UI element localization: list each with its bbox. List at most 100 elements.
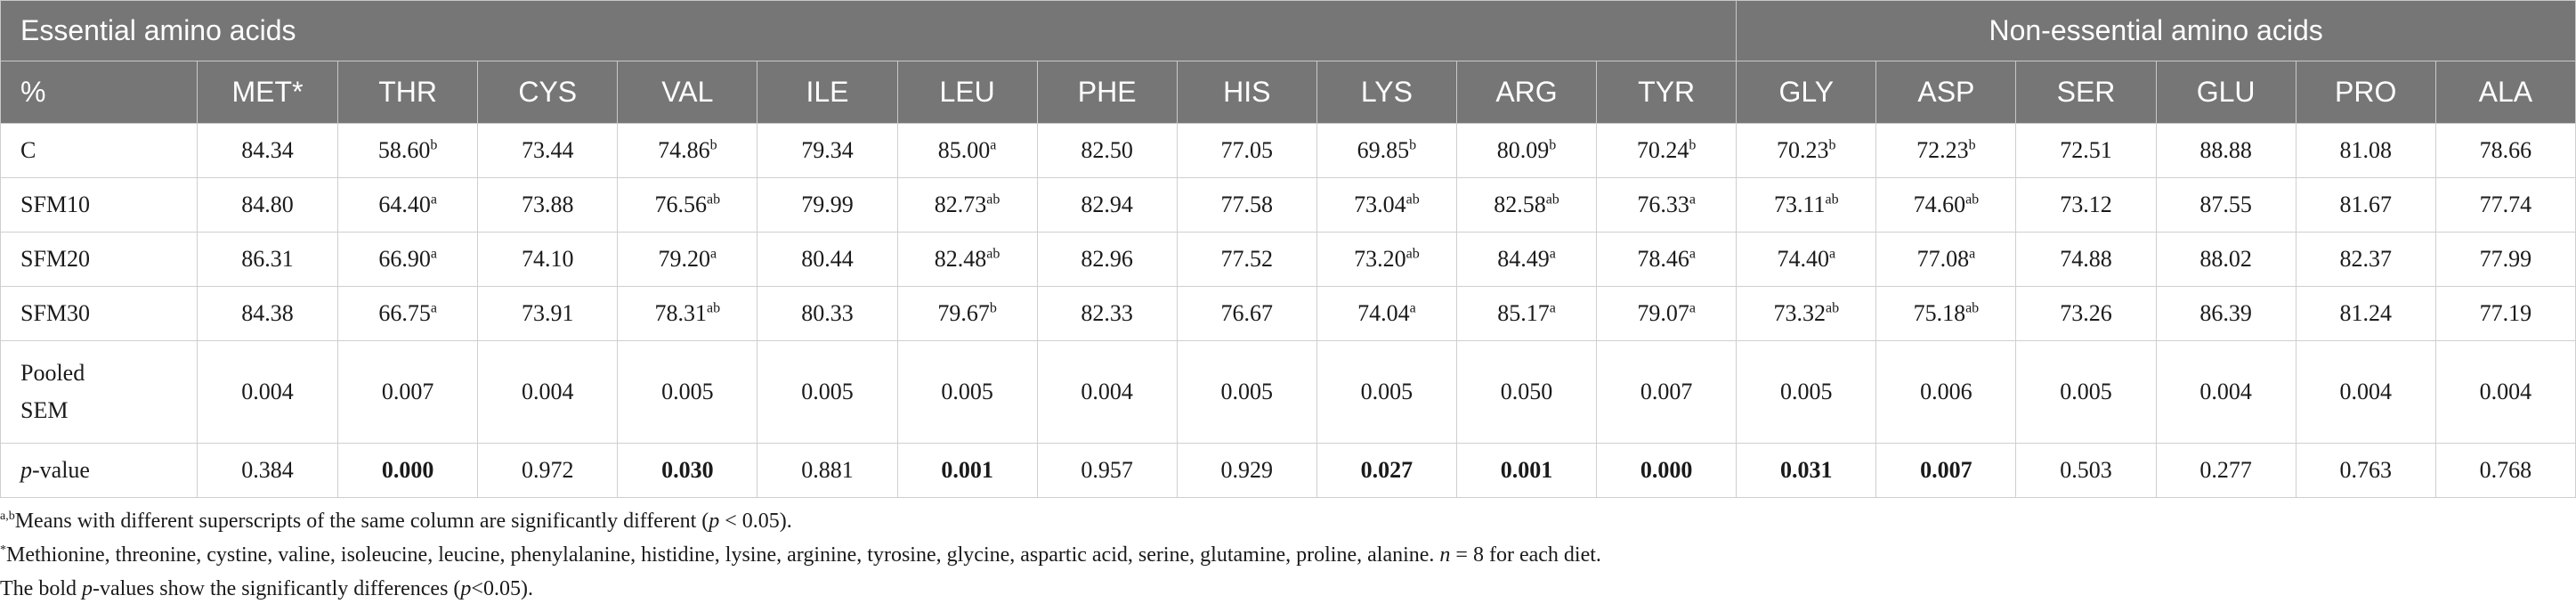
cell-value: 81.24 — [2339, 300, 2392, 326]
significance-superscript: ab — [707, 300, 721, 316]
cell-value: 0.004 — [521, 379, 574, 404]
table-cell: 0.277 — [2155, 443, 2297, 498]
cell-value: 81.67 — [2339, 192, 2392, 217]
table-cell: 82.50 — [1036, 123, 1178, 178]
cell-value: 0.007 — [1640, 379, 1693, 404]
cell-value: 0.001 — [1500, 457, 1553, 483]
table-cell: 74.40a — [1736, 232, 1877, 287]
cell-value: 70.23 — [1777, 137, 1829, 163]
table-cell: 74.10 — [477, 232, 619, 287]
cell-value: 0.027 — [1360, 457, 1414, 483]
footnote-abbreviations: *Methionine, threonine, cystine, valine,… — [0, 543, 1601, 567]
footnote-sup: * — [0, 543, 6, 557]
cell-value: 77.19 — [2479, 300, 2532, 326]
cell-value: 77.08 — [1916, 246, 1970, 272]
significance-superscript: b — [1409, 137, 1417, 153]
table-cell: 74.86b — [617, 123, 758, 178]
column-header: PRO — [2295, 61, 2436, 124]
cell-value: 0.005 — [1360, 379, 1414, 404]
table-cell: 73.26 — [2015, 286, 2157, 341]
cell-value: 0.972 — [521, 457, 574, 483]
row-label-italic: p — [20, 457, 32, 483]
table-cell: 0.050 — [1455, 340, 1598, 444]
significance-superscript: b — [1828, 137, 1836, 153]
cell-value: 0.007 — [1920, 457, 1973, 483]
cell-value: 82.33 — [1081, 300, 1133, 326]
table-cell: 76.67 — [1176, 286, 1317, 341]
significance-superscript: ab — [986, 192, 1000, 208]
cell-value: 73.11 — [1773, 192, 1826, 217]
column-header: THR — [337, 61, 479, 124]
table-cell: 64.40a — [337, 177, 479, 233]
cell-value: 0.005 — [1780, 379, 1833, 404]
table-cell: 77.99 — [2434, 232, 2576, 287]
cell-value: 80.33 — [801, 300, 854, 326]
table-cell: 84.34 — [196, 123, 339, 178]
cell-value: 77.52 — [1220, 246, 1274, 272]
significance-superscript: a — [430, 246, 437, 262]
cell-value: 0.001 — [941, 457, 993, 483]
cell-value: 78.31 — [654, 300, 708, 326]
table-cell: 88.02 — [2155, 232, 2297, 287]
column-header: TYR — [1596, 61, 1738, 124]
cell-value: 0.005 — [661, 379, 714, 404]
column-header: HIS — [1176, 61, 1317, 124]
cell-value: 79.99 — [801, 192, 854, 217]
table-cell: 82.73ab — [896, 177, 1038, 233]
table-cell: 73.20ab — [1316, 232, 1457, 287]
table-cell: 82.33 — [1036, 286, 1178, 341]
cell-value: 70.24 — [1636, 137, 1689, 163]
cell-value: 74.88 — [2060, 246, 2112, 272]
cell-value: 82.37 — [2339, 246, 2392, 272]
cell-value: 73.12 — [2060, 192, 2112, 217]
significance-superscript: a — [1689, 192, 1696, 208]
row-label: Pooled SEM — [0, 340, 198, 444]
significance-superscript: ab — [986, 246, 1000, 262]
significance-superscript: ab — [1825, 192, 1839, 208]
significance-superscript: a — [1549, 300, 1556, 316]
table-row: Pooled SEM 0.004 0.007 0.004 0.005 0.005 0.005 0… — [0, 340, 2576, 444]
row-label-rest: -value — [32, 457, 90, 483]
table-cell: 0.004 — [477, 340, 619, 444]
table-cell: 0.001 — [896, 443, 1038, 498]
significance-superscript: ab — [1825, 300, 1840, 316]
table-cell: 79.07a — [1596, 286, 1738, 341]
cell-value: 82.73 — [934, 192, 987, 217]
cell-value: 0.005 — [941, 379, 993, 404]
cell-value: 0.005 — [1220, 379, 1274, 404]
cell-value: 0.004 — [1081, 379, 1133, 404]
significance-superscript: ab — [1545, 192, 1559, 208]
cell-value: 58.60 — [377, 137, 431, 163]
cell-value: 77.99 — [2479, 246, 2532, 272]
table-cell: 73.32ab — [1736, 286, 1877, 341]
table-cell: 74.04a — [1316, 286, 1457, 341]
table-cell: 82.96 — [1036, 232, 1178, 287]
significance-superscript: a — [1828, 246, 1836, 262]
cell-value: 0.004 — [2479, 379, 2532, 404]
significance-superscript: a — [990, 137, 997, 153]
cell-value: 76.67 — [1220, 300, 1274, 326]
table-cell: 0.005 — [2015, 340, 2157, 444]
cell-value: 66.75 — [378, 300, 431, 326]
non-essential-amino-acids-header: Non-essential amino acids — [1736, 0, 2576, 61]
row-label-line: Pooled — [20, 360, 85, 386]
cell-value: 77.05 — [1220, 137, 1274, 163]
group-header-row: Essential amino acids Non-essential amin… — [0, 0, 2576, 61]
table-cell: 77.19 — [2434, 286, 2576, 341]
cell-value: 86.39 — [2199, 300, 2252, 326]
cell-value: 82.94 — [1081, 192, 1133, 217]
cell-value: 0.929 — [1220, 457, 1274, 483]
table-cell: 0.005 — [757, 340, 898, 444]
table-cell: 88.88 — [2155, 123, 2297, 178]
table-cell: 77.58 — [1176, 177, 1317, 233]
table-cell: 0.000 — [337, 443, 479, 498]
cell-value: 0.957 — [1081, 457, 1133, 483]
table-body: C 84.34 58.60b 73.44 74.86b 79.34 85.00a 82.50 7… — [0, 123, 2576, 498]
table-cell: 73.91 — [477, 286, 619, 341]
table-cell: 82.94 — [1036, 177, 1178, 233]
table-cell: 80.44 — [757, 232, 898, 287]
column-header: ILE — [757, 61, 898, 124]
table-cell: 58.60b — [337, 123, 479, 178]
table-cell: 79.67b — [896, 286, 1038, 341]
table-cell: 0.004 — [1036, 340, 1178, 444]
